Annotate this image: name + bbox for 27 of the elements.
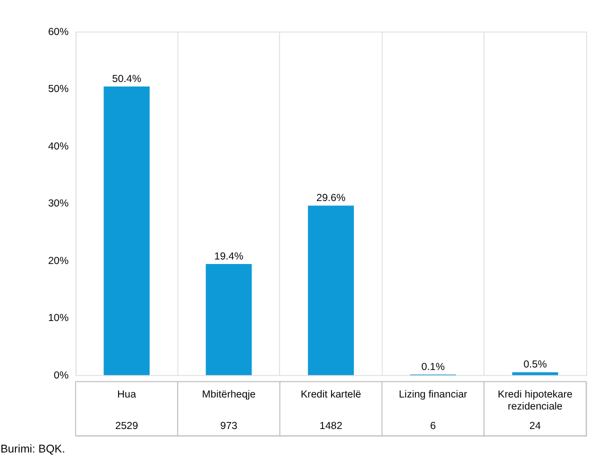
data-label: 29.6% bbox=[316, 192, 346, 204]
data-label: 0.1% bbox=[421, 362, 445, 373]
bar bbox=[308, 206, 354, 376]
y-tick-label: 50% bbox=[48, 84, 69, 96]
y-tick-label: 30% bbox=[48, 198, 69, 210]
y-tick-label: 60% bbox=[48, 26, 69, 38]
text: Burimi: BQK. bbox=[0, 444, 66, 456]
data-label: 0.5% bbox=[523, 360, 547, 371]
text: 2529 bbox=[115, 421, 138, 432]
bar bbox=[206, 264, 252, 376]
bar bbox=[512, 372, 558, 376]
data-label: 50.4% bbox=[112, 74, 142, 85]
text: 1482 bbox=[320, 421, 343, 432]
text: 6 bbox=[430, 421, 436, 432]
y-tick-label: 40% bbox=[48, 141, 69, 152]
text: 973 bbox=[220, 421, 238, 432]
y-tick-label: 10% bbox=[48, 313, 69, 324]
x-tick-label: Mbitërheqje bbox=[202, 389, 256, 400]
y-tick-label: 20% bbox=[48, 256, 69, 267]
x-tick-label: Hua bbox=[117, 389, 136, 400]
text: 24 bbox=[529, 421, 542, 432]
y-tick-label: 0% bbox=[54, 370, 69, 382]
x-tick-label: Kredit kartelë bbox=[300, 389, 362, 400]
data-label: 19.4% bbox=[214, 251, 244, 262]
bar bbox=[104, 86, 150, 376]
x-tick-label: Kredi hipotekare rezidenciale bbox=[498, 389, 573, 413]
x-tick-label: Lizing financiar bbox=[398, 389, 468, 400]
